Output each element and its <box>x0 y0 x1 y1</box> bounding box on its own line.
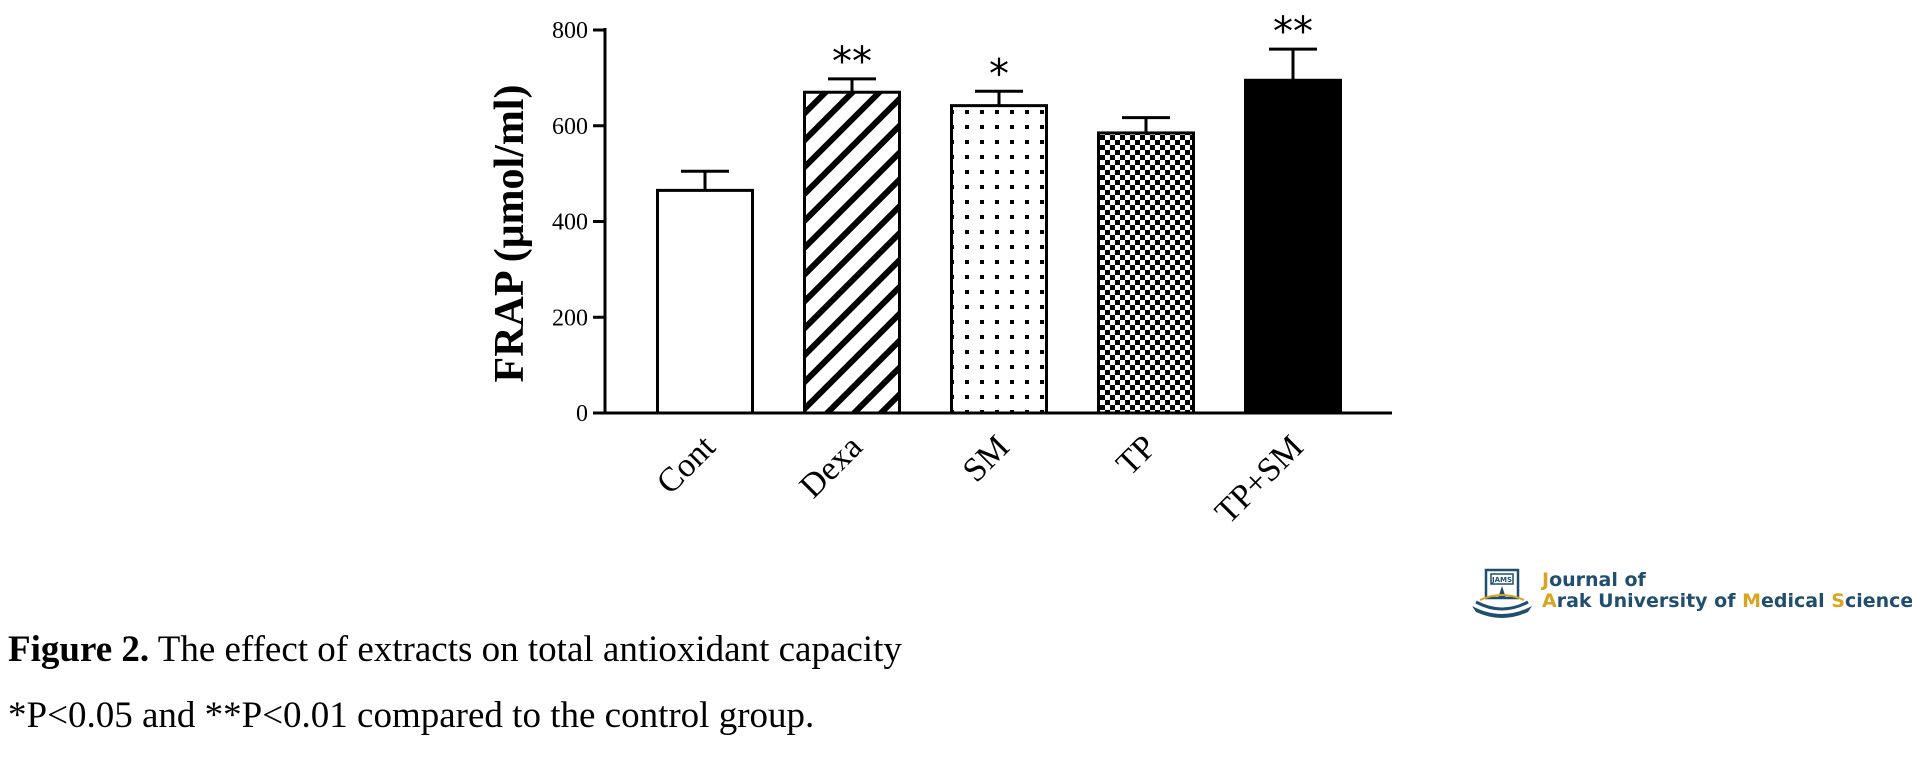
bars <box>656 47 1342 415</box>
y-tick-label: 0 <box>576 401 588 427</box>
significance-mark: ** <box>1273 9 1313 55</box>
x-tick-label: SM <box>956 428 1017 489</box>
logo-line2-part2: edical <box>1761 590 1832 612</box>
significance-note: *P<0.05 and **P<0.01 compared to the con… <box>8 695 815 736</box>
bar-tp-plus-sm <box>1244 78 1342 415</box>
logo-letter-m: M <box>1742 590 1762 612</box>
x-tick-label: TP+SM <box>1208 428 1311 531</box>
y-tick-label: 800 <box>552 18 588 44</box>
x-tick-label: Cont <box>650 428 723 501</box>
figure-label: Figure 2. <box>8 629 150 670</box>
logo-line1: ournal of <box>1549 569 1646 591</box>
x-tick-label: TP <box>1109 428 1163 482</box>
figure-caption: Figure 2. The effect of extracts on tota… <box>8 628 902 671</box>
x-tick-label: Dexa <box>793 428 870 505</box>
y-axis-label: FRAP (μmol/ml) <box>487 85 533 383</box>
journal-emblem-icon: JAMS <box>1472 568 1532 618</box>
y-tick-label: 200 <box>552 305 588 331</box>
y-tick-label: 600 <box>552 114 588 140</box>
logo-letter-s: S <box>1831 590 1845 612</box>
logo-line2-part3: ciences <box>1844 590 1912 612</box>
bar-dexa <box>803 90 901 415</box>
logo-letter-a: A <box>1542 590 1557 612</box>
journal-name: Journal of Arak University of Medical Sc… <box>1542 570 1912 612</box>
significance-mark: ** <box>832 39 872 85</box>
logo-line2-part1: rak University of <box>1556 590 1743 612</box>
bar-tp <box>1097 131 1195 415</box>
bar-sm <box>950 104 1048 415</box>
emblem-text: JAMS <box>1491 576 1512 584</box>
significance-mark: * <box>989 51 1009 97</box>
journal-logo: JAMS Journal of Arak University of Medic… <box>1466 560 1912 620</box>
bar-cont <box>656 188 754 415</box>
figure-title: The effect of extracts on total antioxid… <box>149 629 902 670</box>
bar-chart: 0 200 400 600 800 FRAP (μmol/ml) Cont ** Dexa * SM… <box>487 9 1392 531</box>
y-tick-label: 400 <box>552 210 588 236</box>
logo-letter-j: J <box>1542 569 1550 591</box>
